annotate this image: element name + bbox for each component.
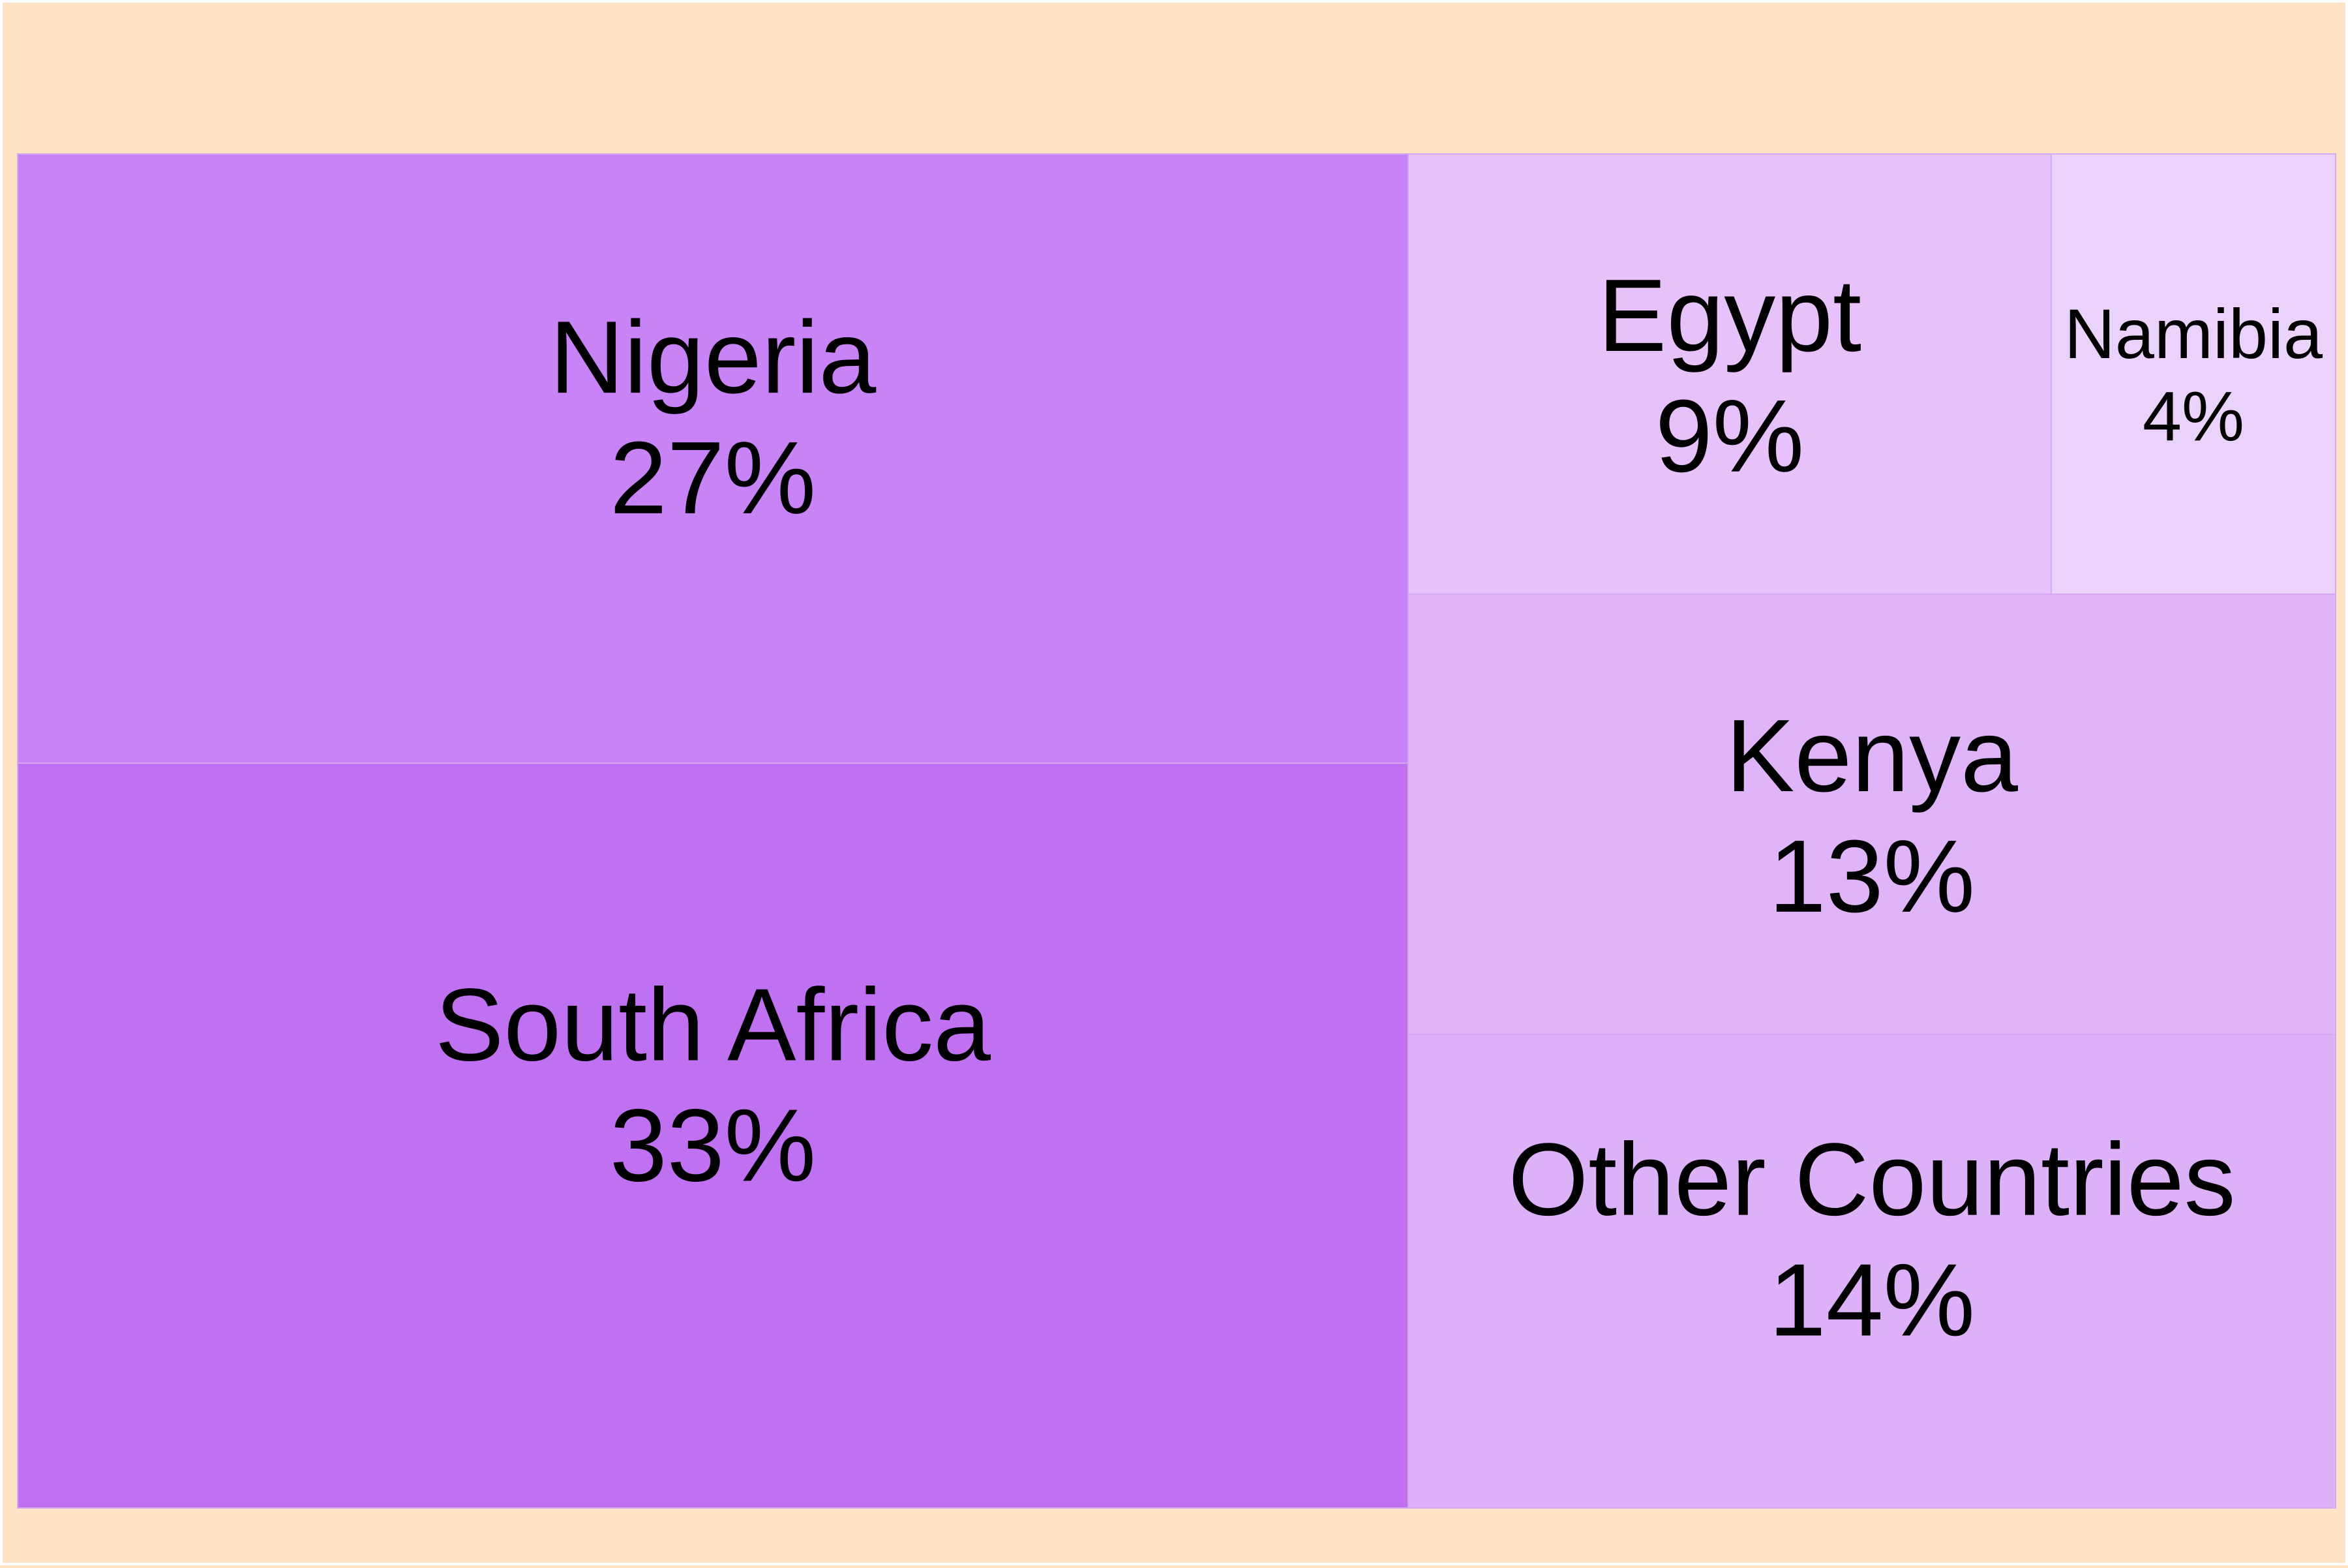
tile-value-kenya: 13% (1769, 819, 1975, 934)
tile-egypt (1407, 153, 2052, 595)
tile-label-nigeria: Nigeria (550, 300, 877, 415)
treemap-tiles (17, 153, 2336, 1509)
tile-value-south-africa: 33% (610, 1088, 816, 1203)
tile-label-kenya: Kenya (1726, 699, 2018, 813)
tile-nigeria (17, 153, 1409, 764)
tile-value-nigeria: 27% (610, 421, 816, 535)
tile-kenya (1407, 594, 2336, 1035)
tile-value-other-countries: 14% (1769, 1243, 1975, 1357)
tile-label-south-africa: South Africa (435, 968, 991, 1083)
tile-value-namibia: 4% (2143, 377, 2244, 456)
tile-label-egypt: Egypt (1598, 258, 1861, 373)
tile-label-other-countries: Other Countries (1508, 1123, 2235, 1237)
tile-namibia (2051, 153, 2336, 595)
tile-other-countries (1407, 1034, 2336, 1509)
tile-south-africa (17, 762, 1409, 1509)
tile-value-egypt: 9% (1655, 379, 1804, 494)
tile-label-namibia: Namibia (2064, 294, 2323, 373)
